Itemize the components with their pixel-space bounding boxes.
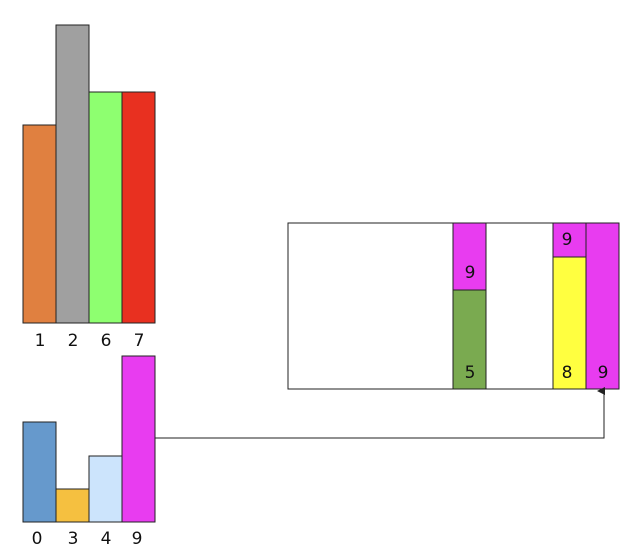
block — [22, 421, 57, 523]
block — [88, 91, 123, 324]
block-label: 3 — [68, 529, 79, 549]
block-label: 9 — [562, 230, 573, 250]
block — [22, 124, 57, 324]
arrow — [155, 387, 605, 439]
bottom-group: 0 3 4 9 — [22, 355, 156, 549]
top-group: 1 2 6 7 — [22, 24, 156, 351]
block-label: 9 — [465, 263, 476, 283]
block — [552, 222, 587, 258]
container: 5 9 8 9 9 — [287, 222, 620, 390]
block — [121, 355, 156, 523]
block-label: 4 — [101, 529, 112, 549]
block-label: 8 — [562, 363, 573, 383]
block — [121, 91, 156, 324]
block-label: 5 — [465, 363, 476, 383]
block-label: 2 — [68, 331, 79, 351]
block-label: 0 — [32, 529, 43, 549]
block-label: 9 — [598, 363, 609, 383]
block-label: 1 — [35, 331, 46, 351]
block — [452, 222, 487, 291]
block — [88, 455, 123, 523]
block-label: 7 — [134, 331, 145, 351]
block — [55, 488, 90, 523]
block — [55, 24, 90, 324]
block-label: 6 — [101, 331, 112, 351]
block-label: 9 — [132, 529, 143, 549]
